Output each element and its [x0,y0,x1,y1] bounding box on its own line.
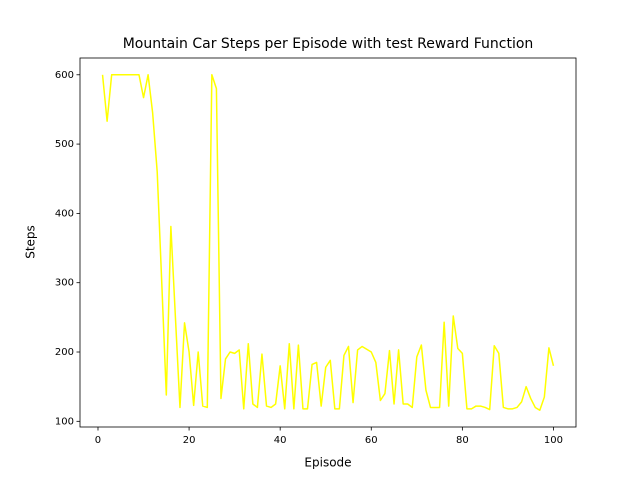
x-axis-label: Episode [304,456,351,470]
x-tick-label: 40 [274,435,287,446]
y-axis-label: Steps [24,225,38,259]
y-tick-label: 600 [55,70,74,81]
y-tick-label: 200 [55,347,74,358]
axes-frame [79,57,577,428]
y-tick-label: 100 [55,416,74,427]
x-tick-label: 60 [365,435,378,446]
x-tick-label: 20 [183,435,196,446]
x-tick-label: 80 [456,435,469,446]
y-tick-label: 300 [55,278,74,289]
data-line [101,74,555,411]
plot-area: 100 200 300 400 500 600 0 20 40 60 80 100 [55,70,563,446]
chart-title: Mountain Car Steps per Episode with test… [123,36,534,52]
x-tick-label: 0 [95,435,101,446]
y-tick-label: 500 [55,139,74,150]
y-tick-label: 400 [55,208,74,219]
x-tick-label: 100 [544,435,563,446]
